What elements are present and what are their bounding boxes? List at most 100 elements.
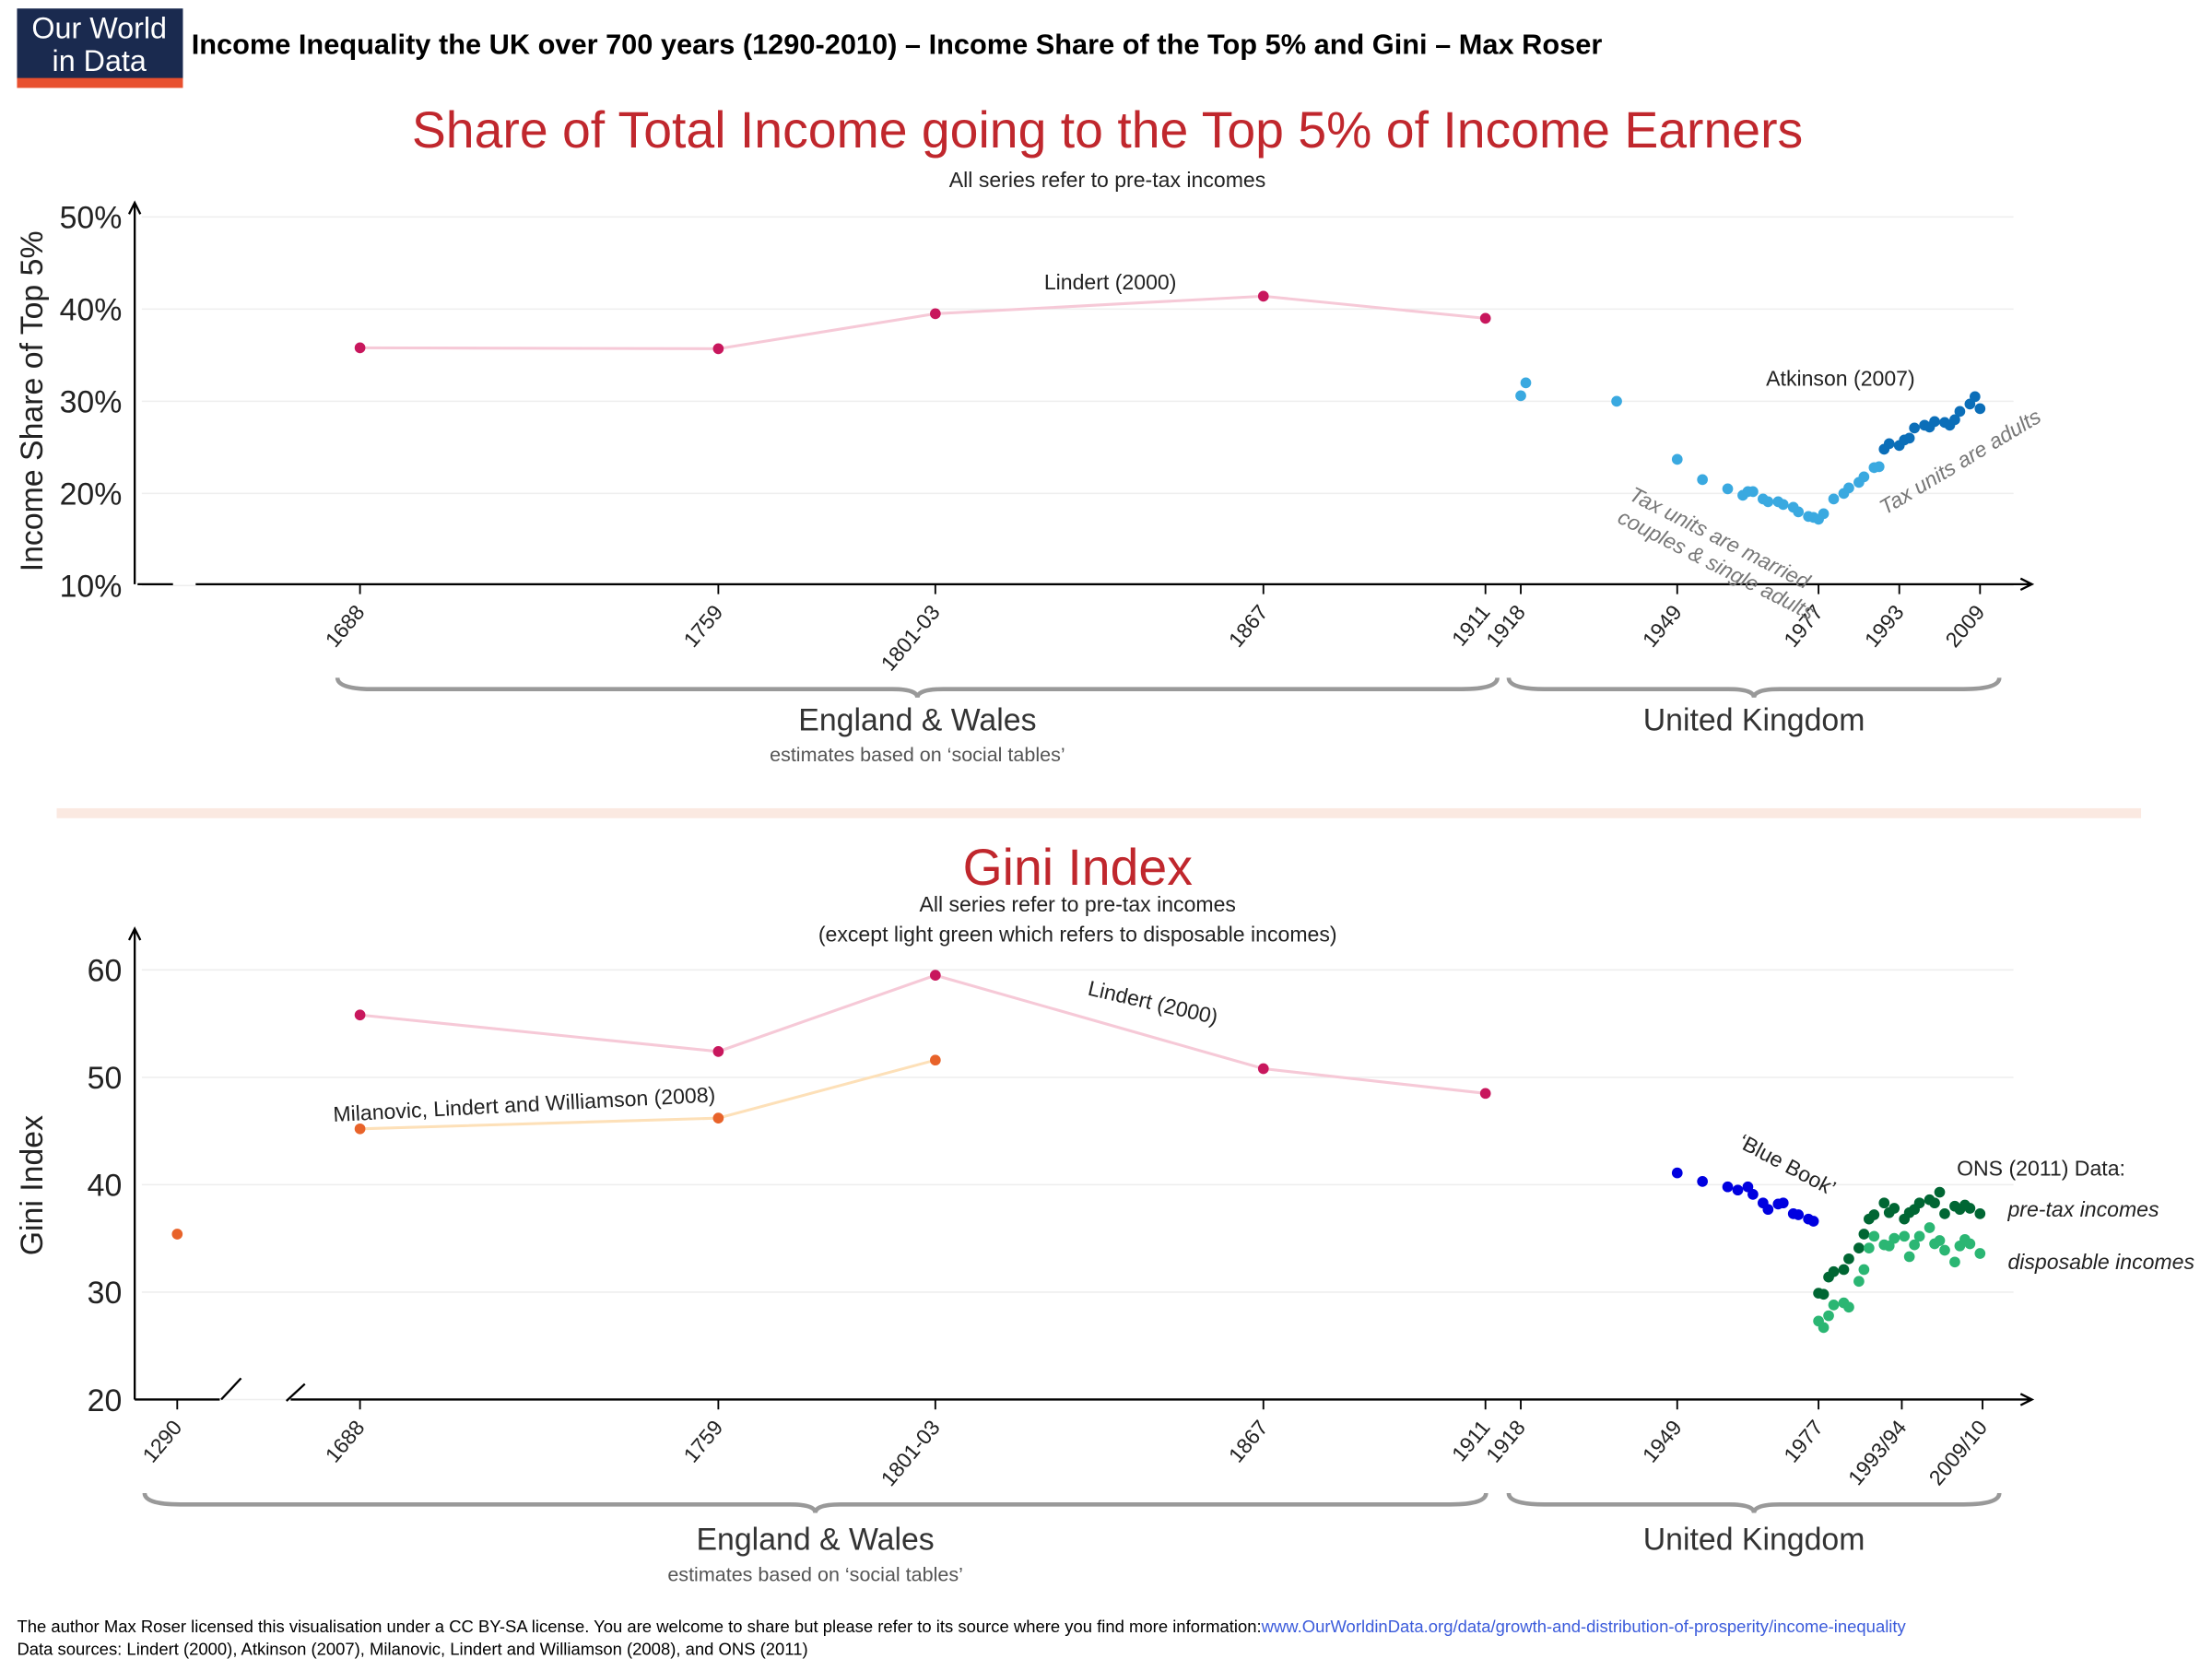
region-label: United Kingdom bbox=[1643, 702, 1865, 737]
x-axis bbox=[290, 1393, 2035, 1406]
y-tick-label: 60 bbox=[88, 954, 123, 989]
data-point bbox=[1479, 312, 1491, 324]
data-point bbox=[1671, 1167, 1683, 1179]
x-tick-label: 1949 bbox=[1638, 600, 1687, 652]
data-point bbox=[1929, 1197, 1940, 1209]
region-label: England & Wales bbox=[798, 702, 1036, 737]
region-note: estimates based on ‘social tables’ bbox=[770, 744, 1065, 766]
data-point bbox=[1974, 403, 1986, 415]
x-tick-label: 1759 bbox=[678, 600, 727, 652]
data-point bbox=[1868, 1209, 1880, 1220]
data-point bbox=[1777, 499, 1789, 511]
data-point bbox=[1823, 1310, 1834, 1322]
data-point bbox=[1762, 496, 1774, 508]
data-point bbox=[1818, 1288, 1830, 1300]
data-point bbox=[1939, 1208, 1950, 1219]
data-point bbox=[1807, 1216, 1819, 1227]
data-point bbox=[929, 970, 941, 981]
data-point bbox=[1777, 1197, 1789, 1209]
x-tick-label: 1977 bbox=[1779, 1416, 1828, 1467]
data-point bbox=[1793, 1209, 1805, 1220]
data-point bbox=[1903, 432, 1915, 444]
data-point bbox=[1864, 1242, 1875, 1253]
data-point bbox=[1974, 1208, 1986, 1219]
page-title: Income Inequality the UK over 700 years … bbox=[192, 28, 1603, 60]
data-point bbox=[1838, 1264, 1850, 1276]
x-tick-label: 1688 bbox=[321, 1416, 370, 1467]
data-point bbox=[1257, 290, 1269, 302]
data-point bbox=[1929, 416, 1940, 428]
data-point bbox=[1697, 474, 1709, 486]
x-tick-label: 2009 bbox=[1940, 600, 1989, 652]
data-point bbox=[1954, 406, 1966, 418]
x-tick-label: 1801-03 bbox=[877, 1416, 945, 1491]
x-tick-label: 2009/10 bbox=[1924, 1416, 1993, 1490]
series-label: Lindert (2000) bbox=[1086, 976, 1220, 1030]
x-tick-label: 1918 bbox=[1481, 600, 1530, 652]
data-point bbox=[1843, 1253, 1854, 1265]
data-point bbox=[1853, 1242, 1865, 1253]
chart-subtitle: All series refer to pre-tax incomes bbox=[949, 168, 1265, 192]
logo-bar bbox=[17, 77, 183, 88]
data-point bbox=[171, 1229, 183, 1240]
chart-title: Share of Total Income going to the Top 5… bbox=[412, 101, 1803, 159]
data-point bbox=[1747, 486, 1759, 498]
data-point bbox=[1913, 1230, 1925, 1242]
data-point bbox=[1818, 1322, 1830, 1334]
series-label: disposable incomes bbox=[2007, 1250, 2194, 1274]
data-point bbox=[1828, 493, 1840, 505]
x-axis-stub bbox=[135, 1377, 306, 1402]
footer-sources: Data sources: Lindert (2000), Atkinson (… bbox=[17, 1639, 807, 1658]
series-line bbox=[359, 294, 1486, 350]
x-tick-label: 1911 bbox=[1447, 1416, 1495, 1466]
data-point bbox=[1969, 391, 1981, 403]
data-point bbox=[1949, 414, 1960, 426]
data-point bbox=[1732, 1184, 1744, 1196]
data-point bbox=[1913, 1197, 1925, 1209]
footer-link[interactable]: www.OurWorldinData.org/data/growth-and-d… bbox=[1261, 1617, 1907, 1636]
data-point bbox=[1722, 1181, 1734, 1193]
y-tick-label: 50% bbox=[60, 201, 123, 236]
series-label: pre-tax incomes bbox=[2006, 1197, 2159, 1221]
y-tick-label: 20 bbox=[88, 1383, 123, 1418]
data-point bbox=[1934, 1235, 1946, 1246]
data-point bbox=[1479, 1088, 1491, 1100]
x-axis bbox=[195, 577, 2035, 592]
data-point bbox=[1883, 438, 1895, 450]
data-point bbox=[1888, 1203, 1900, 1214]
data-point bbox=[1949, 1256, 1960, 1268]
data-point bbox=[1858, 1229, 1870, 1240]
y-axis-arrow bbox=[127, 926, 142, 941]
data-point bbox=[1924, 1222, 1936, 1233]
data-point bbox=[1828, 1265, 1840, 1277]
x-tick-label: 1688 bbox=[321, 600, 370, 652]
y-tick-label: 30 bbox=[88, 1276, 123, 1311]
data-point bbox=[1843, 482, 1854, 494]
region-label: United Kingdom bbox=[1643, 1523, 1865, 1558]
data-point bbox=[1909, 422, 1920, 434]
x-tick-label: 1911 bbox=[1447, 600, 1495, 651]
data-point bbox=[1515, 390, 1526, 402]
x-tick-label: 1949 bbox=[1638, 1416, 1687, 1467]
data-point bbox=[1843, 1301, 1854, 1313]
brace bbox=[1506, 677, 2002, 699]
data-point bbox=[1909, 1239, 1920, 1251]
y-axis-arrow bbox=[127, 200, 142, 215]
data-point bbox=[1853, 1276, 1865, 1288]
data-point bbox=[1828, 1300, 1840, 1311]
data-point bbox=[1722, 483, 1734, 495]
brace bbox=[1506, 1492, 2002, 1513]
data-point bbox=[1747, 1189, 1759, 1200]
y-tick-label: 30% bbox=[60, 385, 123, 420]
data-point bbox=[712, 1112, 724, 1124]
brace bbox=[335, 677, 1500, 699]
x-tick-label: 1993 bbox=[1860, 600, 1909, 652]
data-point bbox=[1858, 1264, 1870, 1276]
y-tick-label: 20% bbox=[60, 477, 123, 512]
data-point bbox=[354, 342, 366, 354]
data-point bbox=[1873, 461, 1885, 473]
data-point bbox=[1878, 1197, 1890, 1209]
annotation: ONS (2011) Data: bbox=[1957, 1156, 2125, 1180]
data-point bbox=[1818, 508, 1830, 520]
